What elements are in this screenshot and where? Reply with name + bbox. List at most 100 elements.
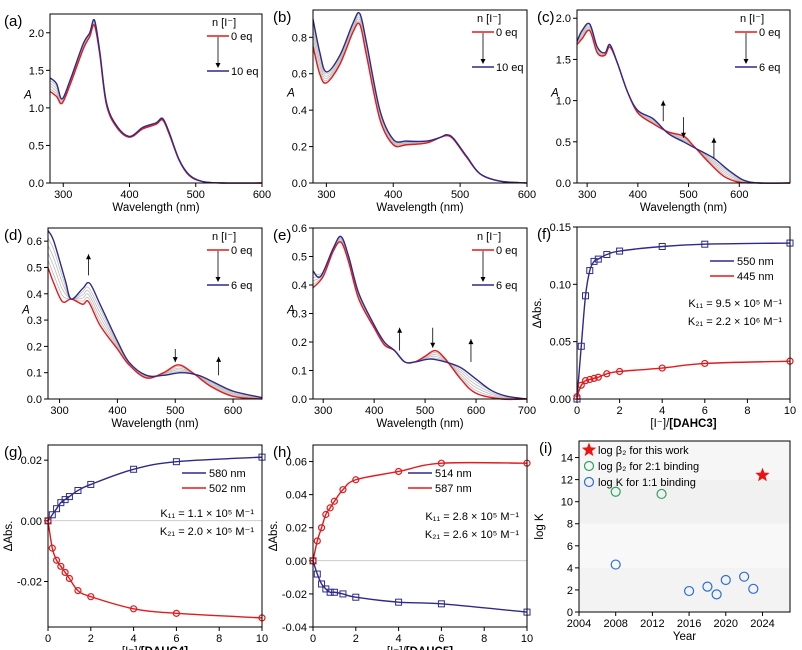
x-tick-label: 8 bbox=[481, 633, 487, 645]
panel-label: (f) bbox=[537, 226, 551, 243]
plot-frame bbox=[312, 9, 528, 184]
legend-label: log β₂ for this work bbox=[598, 445, 689, 457]
data-point bbox=[610, 559, 621, 570]
plot-frame bbox=[47, 227, 263, 400]
data-point bbox=[395, 598, 403, 606]
legend-title: n [I⁻] bbox=[212, 231, 236, 243]
chart-panel-c: 300 400 500 600 0.0 0.5 1.0 1.5 2.0(c) Wavelength… bbox=[537, 9, 791, 214]
data-point bbox=[317, 524, 326, 532]
x-axis-label: Wavelength (nm) bbox=[376, 418, 463, 430]
arrow-down-icon bbox=[480, 277, 486, 282]
y-tick-label: -0.02 bbox=[282, 589, 307, 601]
data-point bbox=[339, 590, 347, 598]
data-point bbox=[590, 257, 598, 265]
panel-label: (d) bbox=[4, 227, 22, 244]
legend-label: 550 nm bbox=[737, 256, 774, 268]
x-tick-label: 400 bbox=[629, 189, 647, 201]
panel-label: (i) bbox=[539, 440, 552, 457]
y-tick-label: 1.0 bbox=[29, 103, 44, 115]
y-tick-label: 0.1 bbox=[27, 368, 42, 380]
chart-panel-a: 300 400 500 600 0.0 0.5 1.0 1.5 2.0 (a) Wavelength… bbox=[4, 13, 271, 214]
x-tick-label: 8 bbox=[744, 405, 750, 417]
y-tick-label: 0.2 bbox=[292, 337, 307, 349]
x-tick-label: 600 bbox=[224, 405, 242, 417]
x-tick-label: 2016 bbox=[677, 618, 701, 630]
data-point bbox=[313, 537, 321, 545]
data-point bbox=[711, 589, 722, 600]
x-tick-label: 500 bbox=[187, 189, 205, 201]
x-tick-label: 400 bbox=[120, 189, 138, 201]
fit-curve bbox=[576, 242, 791, 400]
data-point bbox=[586, 267, 594, 275]
y-tick-label: 0.02 bbox=[286, 523, 307, 535]
x-tick-label: 500 bbox=[679, 189, 697, 201]
series-0 bbox=[755, 467, 770, 482]
data-point bbox=[65, 493, 73, 501]
arrow-head-icon bbox=[172, 357, 178, 363]
x-tick-label: 600 bbox=[730, 189, 748, 201]
x-tick-label: 400 bbox=[384, 189, 402, 201]
x-axis-label-text: [I⁻]/ bbox=[122, 646, 142, 650]
y-tick-label: 0.00 bbox=[286, 556, 307, 568]
x-tick-label: 2 bbox=[353, 633, 359, 645]
x-tick-label: 2004 bbox=[567, 618, 591, 630]
x-axis-label: [I⁻]/[DAHC3] bbox=[650, 418, 716, 430]
data-point bbox=[615, 367, 624, 376]
data-point bbox=[701, 359, 709, 368]
legend-title: n [I⁻] bbox=[212, 17, 236, 29]
x-tick-label: 700 bbox=[518, 405, 536, 417]
x-tick-label: 2 bbox=[617, 405, 623, 417]
y-tick-label: -0.02 bbox=[17, 577, 42, 589]
y-tick-label: 0.6 bbox=[27, 236, 42, 248]
legend-item bbox=[583, 476, 595, 488]
panel-label: (b) bbox=[273, 9, 291, 26]
data-point bbox=[130, 605, 138, 613]
binding-constant: K₁₁ = 1.1 × 10⁵ M⁻¹ bbox=[160, 508, 254, 520]
y-axis-label: A bbox=[23, 90, 32, 102]
data-point bbox=[318, 580, 326, 588]
data-point bbox=[581, 377, 590, 385]
y-tick-label: 1.0 bbox=[556, 96, 571, 108]
data-point bbox=[658, 364, 666, 372]
y-tick-label: 0.0 bbox=[292, 178, 307, 190]
plot-frame bbox=[576, 226, 791, 400]
x-tick-label: 10 bbox=[784, 405, 796, 417]
x-axis-label-compound: [DAHC3] bbox=[669, 418, 716, 430]
arrow-head-icon bbox=[216, 356, 222, 362]
legend-label: log β₂ for 2:1 binding bbox=[598, 461, 699, 473]
y-tick-label: 0.8 bbox=[292, 32, 307, 44]
y-tick-label: 0.5 bbox=[29, 140, 44, 152]
chart-panel-i: 2004 2008 2012 2016 2020 2024 0 2 4 6 8 10 12 14 (i) Ye… bbox=[534, 440, 791, 643]
chart-panel-h: 0 2 4 6 8 10 -0.04 -0.02 0.00 0.02 0.04 0.06(h) [I⁻]… bbox=[268, 444, 533, 650]
chart-panel-g: 0 2 4 6 8 10 -0.02 0.00 0.02(g) [I⁻]/[DAHC4] ΔAbs.… bbox=[3, 444, 268, 650]
legend-end: 6 eq bbox=[496, 280, 517, 292]
data-point bbox=[313, 570, 321, 578]
x-tick-label: 2024 bbox=[750, 618, 774, 630]
binding-constant: K₂₁ = 2.0 × 10⁵ M⁻¹ bbox=[160, 526, 255, 538]
y-tick-label: 0.0 bbox=[556, 178, 571, 190]
chart-panel-f: 0 2 4 6 8 10 0.00 0.05 0.10 0.15(f) [I⁻]/[DAHC3] ΔA… bbox=[532, 222, 796, 430]
chart-panel-b: 300 400 500 600 0.0 0.2 0.4 0.6 0.8(b) Wavelength… bbox=[273, 9, 536, 214]
legend-start: 0 eq bbox=[231, 245, 252, 257]
y-tick-label: 8 bbox=[567, 519, 573, 531]
x-axis-label: Wavelength (nm) bbox=[640, 202, 727, 214]
spectrum-initial bbox=[312, 241, 528, 401]
data-point bbox=[352, 593, 360, 601]
x-tick-label: 300 bbox=[314, 405, 332, 417]
arrow-down-icon bbox=[215, 63, 221, 68]
intermediate-spectrum bbox=[312, 239, 528, 400]
plot-frame bbox=[47, 444, 263, 628]
data-point bbox=[52, 556, 61, 564]
fit-curve bbox=[47, 456, 263, 522]
x-axis-label-text: [I⁻]/ bbox=[650, 418, 670, 430]
data-point bbox=[395, 467, 403, 476]
intermediate-spectrum bbox=[47, 245, 263, 399]
intermediate-spectrum bbox=[49, 20, 263, 184]
data-point bbox=[87, 480, 95, 488]
x-tick-label: 4 bbox=[396, 633, 402, 645]
x-tick-label: 0 bbox=[574, 405, 580, 417]
y-tick-label: 0.0 bbox=[292, 394, 307, 406]
data-point bbox=[577, 381, 585, 389]
data-point bbox=[74, 586, 82, 595]
y-axis-label: log K bbox=[534, 513, 546, 540]
